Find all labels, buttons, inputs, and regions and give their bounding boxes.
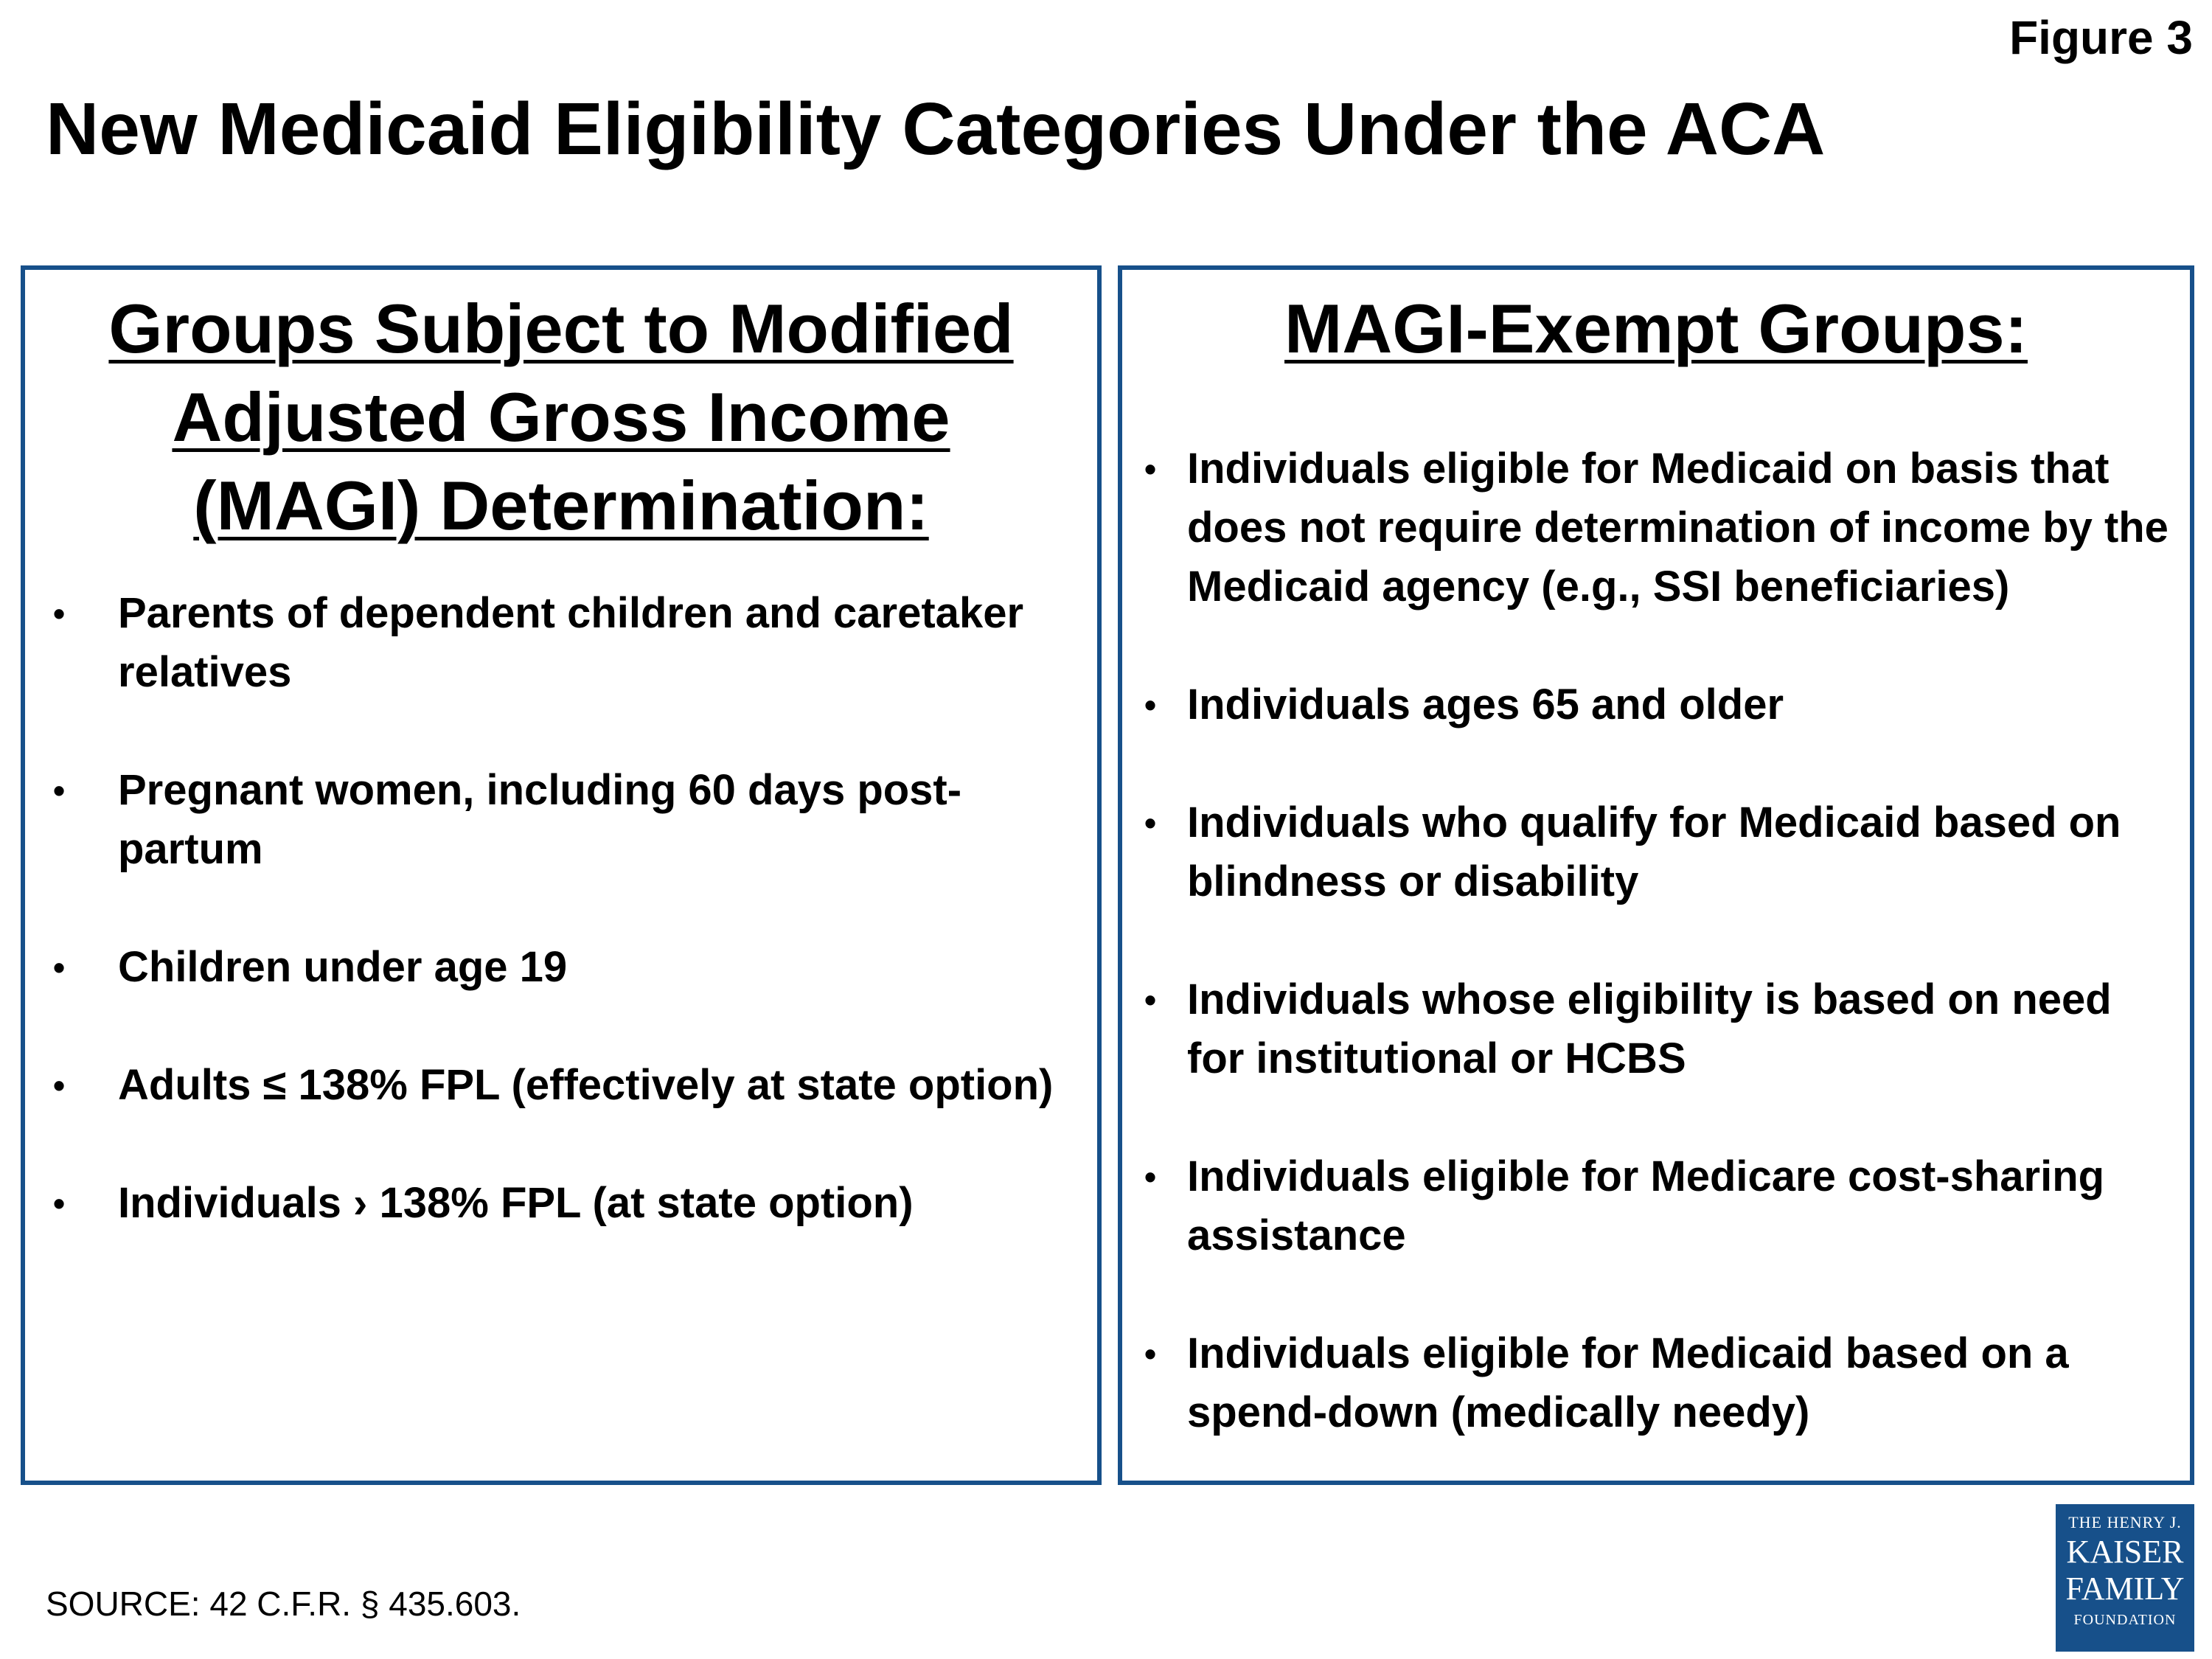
- magi-groups-heading: Groups Subject to Modified Adjusted Gros…: [108, 290, 1014, 544]
- bullet-icon: •: [1144, 981, 1157, 1019]
- page-title: New Medicaid Eligibility Categories Unde…: [46, 88, 1826, 170]
- logo-line: KAISER: [2066, 1534, 2184, 1570]
- magi-groups-list: • Parents of dependent children and care…: [25, 584, 1097, 1233]
- list-item-text: Children under age 19: [118, 943, 568, 991]
- list-item: • Individuals eligible for Medicaid base…: [1144, 1324, 2175, 1442]
- bullet-icon: •: [53, 948, 66, 987]
- list-item: • Parents of dependent children and care…: [53, 584, 1082, 702]
- list-item-text: Pregnant women, including 60 days post-p…: [118, 766, 962, 873]
- list-item: • Pregnant women, including 60 days post…: [53, 761, 1082, 879]
- bullet-icon: •: [1144, 450, 1157, 488]
- logo-line: FAMILY: [2065, 1571, 2185, 1607]
- source-note: SOURCE: 42 C.F.R. § 435.603.: [46, 1585, 521, 1623]
- list-item-text: Individuals ages 65 and older: [1187, 681, 1784, 728]
- bullet-icon: •: [1144, 804, 1157, 842]
- list-item: • Individuals › 138% FPL (at state optio…: [53, 1174, 1082, 1233]
- list-item-text: Individuals eligible for Medicare cost-s…: [1187, 1152, 2105, 1259]
- magi-exempt-list: • Individuals eligible for Medicaid on b…: [1122, 439, 2190, 1442]
- magi-groups-panel: Groups Subject to Modified Adjusted Gros…: [21, 265, 1102, 1485]
- list-item: • Individuals ages 65 and older: [1144, 675, 2175, 734]
- list-item-text: Individuals › 138% FPL (at state option): [118, 1179, 914, 1227]
- list-item-text: Adults ≤ 138% FPL (effectively at state …: [118, 1061, 1054, 1109]
- bullet-icon: •: [1144, 1158, 1157, 1196]
- list-item: • Individuals who qualify for Medicaid b…: [1144, 793, 2175, 911]
- figure-label: Figure 3: [2009, 11, 2193, 64]
- bullet-icon: •: [53, 1066, 66, 1105]
- logo-line: FOUNDATION: [2073, 1612, 2177, 1628]
- bullet-icon: •: [53, 594, 66, 633]
- list-item-text: Individuals who qualify for Medicaid bas…: [1187, 799, 2121, 905]
- list-item-text: Individuals whose eligibility is based o…: [1187, 975, 2112, 1082]
- bullet-icon: •: [1144, 686, 1157, 724]
- list-item-text: Parents of dependent children and careta…: [118, 589, 1024, 696]
- kaiser-family-foundation-logo: THE HENRY J. KAISER FAMILY FOUNDATION: [2056, 1504, 2194, 1652]
- list-item: • Individuals eligible for Medicaid on b…: [1144, 439, 2175, 616]
- magi-exempt-panel: MAGI-Exempt Groups: • Individuals eligib…: [1118, 265, 2194, 1485]
- list-item: • Children under age 19: [53, 938, 1082, 997]
- magi-exempt-heading: MAGI-Exempt Groups:: [1284, 290, 2028, 367]
- list-item: • Individuals eligible for Medicare cost…: [1144, 1147, 2175, 1265]
- list-item-text: Individuals eligible for Medicaid based …: [1187, 1329, 2069, 1436]
- bullet-icon: •: [1144, 1335, 1157, 1373]
- bullet-icon: •: [53, 771, 66, 810]
- list-item-text: Individuals eligible for Medicaid on bas…: [1187, 445, 2168, 611]
- list-item: • Adults ≤ 138% FPL (effectively at stat…: [53, 1056, 1082, 1115]
- list-item: • Individuals whose eligibility is based…: [1144, 970, 2175, 1088]
- logo-line: THE HENRY J.: [2068, 1513, 2182, 1531]
- bullet-icon: •: [53, 1184, 66, 1222]
